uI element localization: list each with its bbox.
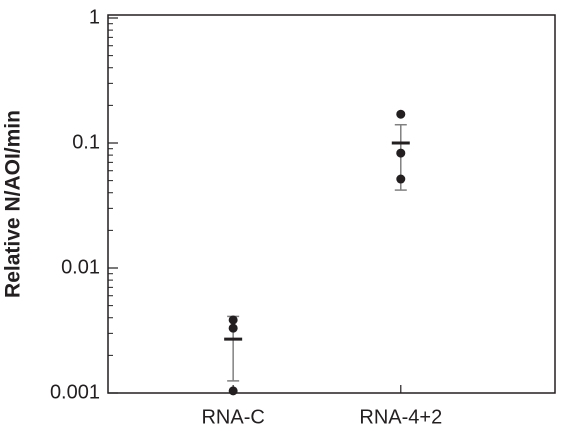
y-tick-label: 0.001 (50, 381, 100, 403)
y-tick-label: 0.01 (61, 256, 100, 278)
data-point (228, 386, 238, 396)
data-point (396, 109, 406, 119)
y-tick-label: 0.1 (72, 131, 100, 153)
data-point (396, 148, 406, 158)
plot-frame (107, 14, 556, 394)
x-tick-label: RNA-4+2 (359, 406, 442, 428)
x-tick-label: RNA-C (201, 406, 264, 428)
data-point (228, 323, 238, 333)
y-axis-title: Relative N/AOI/min (2, 110, 25, 298)
y-tick-label: 1 (89, 6, 100, 28)
data-point (228, 315, 238, 325)
data-point (396, 174, 406, 184)
